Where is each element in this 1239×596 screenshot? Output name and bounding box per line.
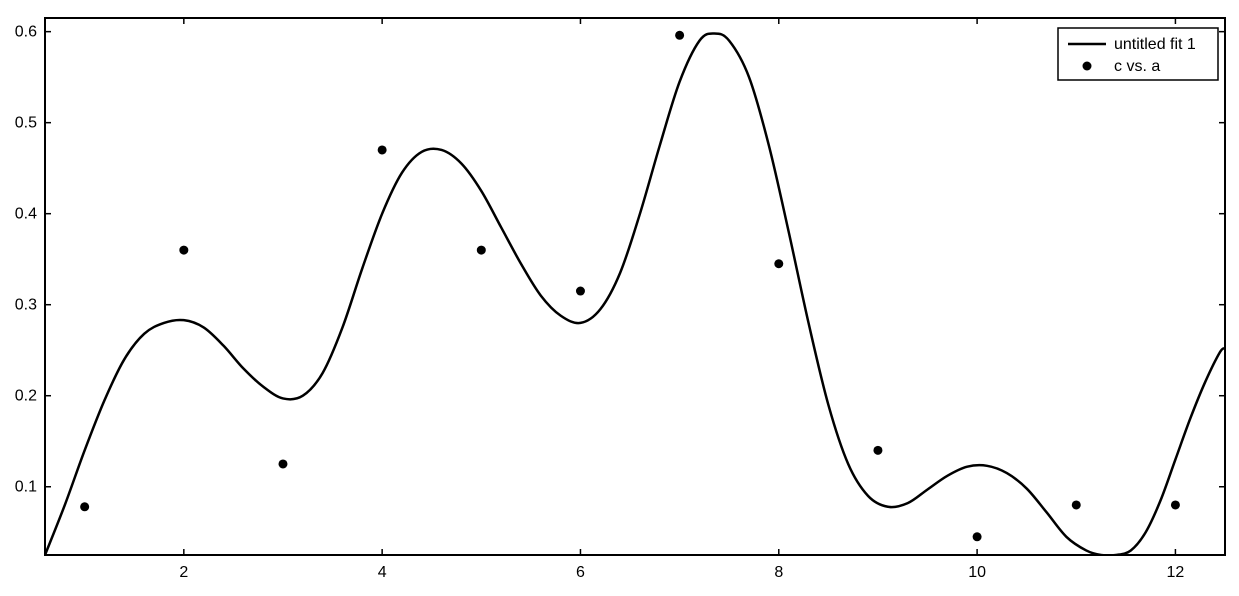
curve-fit-chart: 2 4 6 8 10 12 0.1 0.2 0.3 0.4 0.5 0.6 untitled fit 1… [0,0,1239,596]
scatter-point [1072,500,1081,509]
x-tick-label: 6 [576,564,585,581]
scatter-point [675,31,684,40]
scatter-point [80,502,89,511]
scatter-point [873,446,882,455]
scatter-point [774,259,783,268]
x-tick-label: 10 [968,564,986,581]
y-tick-label: 0.6 [15,24,37,41]
x-tick-label: 2 [179,564,188,581]
scatter-point [278,459,287,468]
scatter-point [973,532,982,541]
chart-background [0,0,1239,596]
scatter-point [179,246,188,255]
y-tick-label: 0.5 [15,115,37,132]
x-tick-label: 12 [1167,564,1185,581]
y-tick-label: 0.1 [15,479,37,496]
legend-label: c vs. a [1114,58,1160,75]
scatter-point [576,287,585,296]
y-tick-label: 0.4 [15,206,37,223]
scatter-point [378,145,387,154]
scatter-point [1171,500,1180,509]
y-tick-label: 0.3 [15,297,37,314]
legend: untitled fit 1 c vs. a [1058,28,1218,80]
legend-scatter-sample [1083,62,1092,71]
y-tick-label: 0.2 [15,388,37,405]
chart-container: 2 4 6 8 10 12 0.1 0.2 0.3 0.4 0.5 0.6 untitled fit 1… [0,0,1239,596]
x-tick-label: 4 [378,564,387,581]
x-tick-label: 8 [774,564,783,581]
scatter-point [477,246,486,255]
legend-label: untitled fit 1 [1114,36,1196,53]
